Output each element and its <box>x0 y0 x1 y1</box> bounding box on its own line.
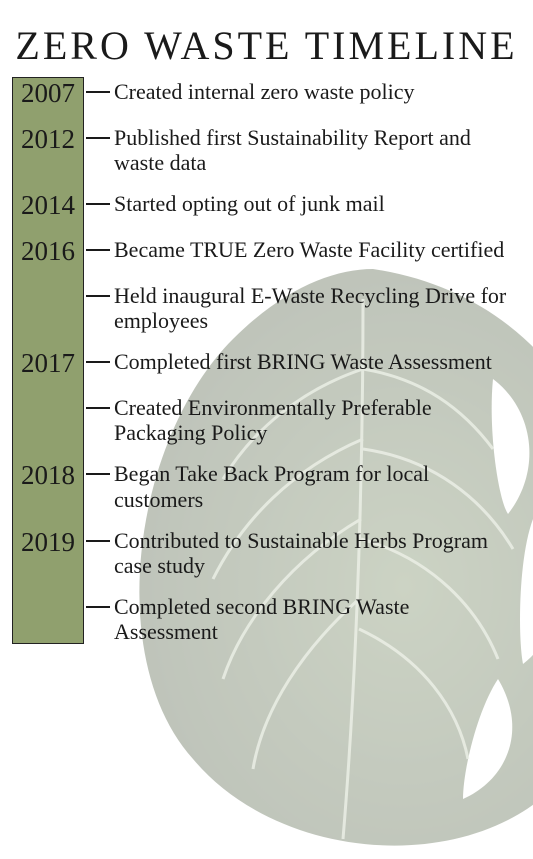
entry-desc: Published first Sustainability Report an… <box>112 123 519 175</box>
entry-year: 2017 <box>12 347 84 379</box>
timeline-entry: 2016 Became TRUE Zero Waste Facility cer… <box>12 235 519 267</box>
entry-connector <box>84 592 112 608</box>
entry-desc: Created Environmentally Preferable Packa… <box>112 393 519 445</box>
entry-connector <box>84 189 112 205</box>
entry-year: 2007 <box>12 77 84 109</box>
entry-connector <box>84 235 112 251</box>
timeline-entry: Completed second BRING Waste Assessment <box>12 592 519 644</box>
timeline-entry: 2007 Created internal zero waste policy <box>12 77 519 109</box>
timeline-entry: 2012 Published first Sustainability Repo… <box>12 123 519 175</box>
timeline-entry: 2017 Completed first BRING Waste Assessm… <box>12 347 519 379</box>
entry-year: 2019 <box>12 526 84 558</box>
entry-desc: Started opting out of junk mail <box>112 189 519 216</box>
entry-desc: Began Take Back Program for local custom… <box>112 459 519 511</box>
entry-year <box>12 393 84 394</box>
entry-year: 2012 <box>12 123 84 155</box>
entry-connector <box>84 77 112 93</box>
page-title: ZERO WASTE TIMELINE <box>0 0 533 77</box>
entry-desc: Contributed to Sustainable Herbs Program… <box>112 526 519 578</box>
entry-connector <box>84 459 112 475</box>
entry-desc: Became TRUE Zero Waste Facility certifie… <box>112 235 519 262</box>
timeline-entry: Created Environmentally Preferable Packa… <box>12 393 519 445</box>
entry-year: 2016 <box>12 235 84 267</box>
entry-desc: Completed first BRING Waste Assessment <box>112 347 519 374</box>
entry-year <box>12 281 84 282</box>
entry-connector <box>84 347 112 363</box>
timeline-entry: 2014 Started opting out of junk mail <box>12 189 519 221</box>
entry-year: 2014 <box>12 189 84 221</box>
entry-desc: Created internal zero waste policy <box>112 77 519 104</box>
entry-connector <box>84 393 112 409</box>
timeline-entries: 2007 Created internal zero waste policy … <box>12 77 519 644</box>
timeline-entry: Held inaugural E-Waste Recycling Drive f… <box>12 281 519 333</box>
entry-desc: Completed second BRING Waste Assessment <box>112 592 519 644</box>
entry-desc: Held inaugural E-Waste Recycling Drive f… <box>112 281 519 333</box>
entry-year: 2018 <box>12 459 84 491</box>
entry-connector <box>84 526 112 542</box>
entry-year <box>12 592 84 593</box>
timeline-entry: 2018 Began Take Back Program for local c… <box>12 459 519 511</box>
timeline-entry: 2019 Contributed to Sustainable Herbs Pr… <box>12 526 519 578</box>
timeline: 2007 Created internal zero waste policy … <box>12 77 519 644</box>
entry-connector <box>84 281 112 297</box>
entry-connector <box>84 123 112 139</box>
